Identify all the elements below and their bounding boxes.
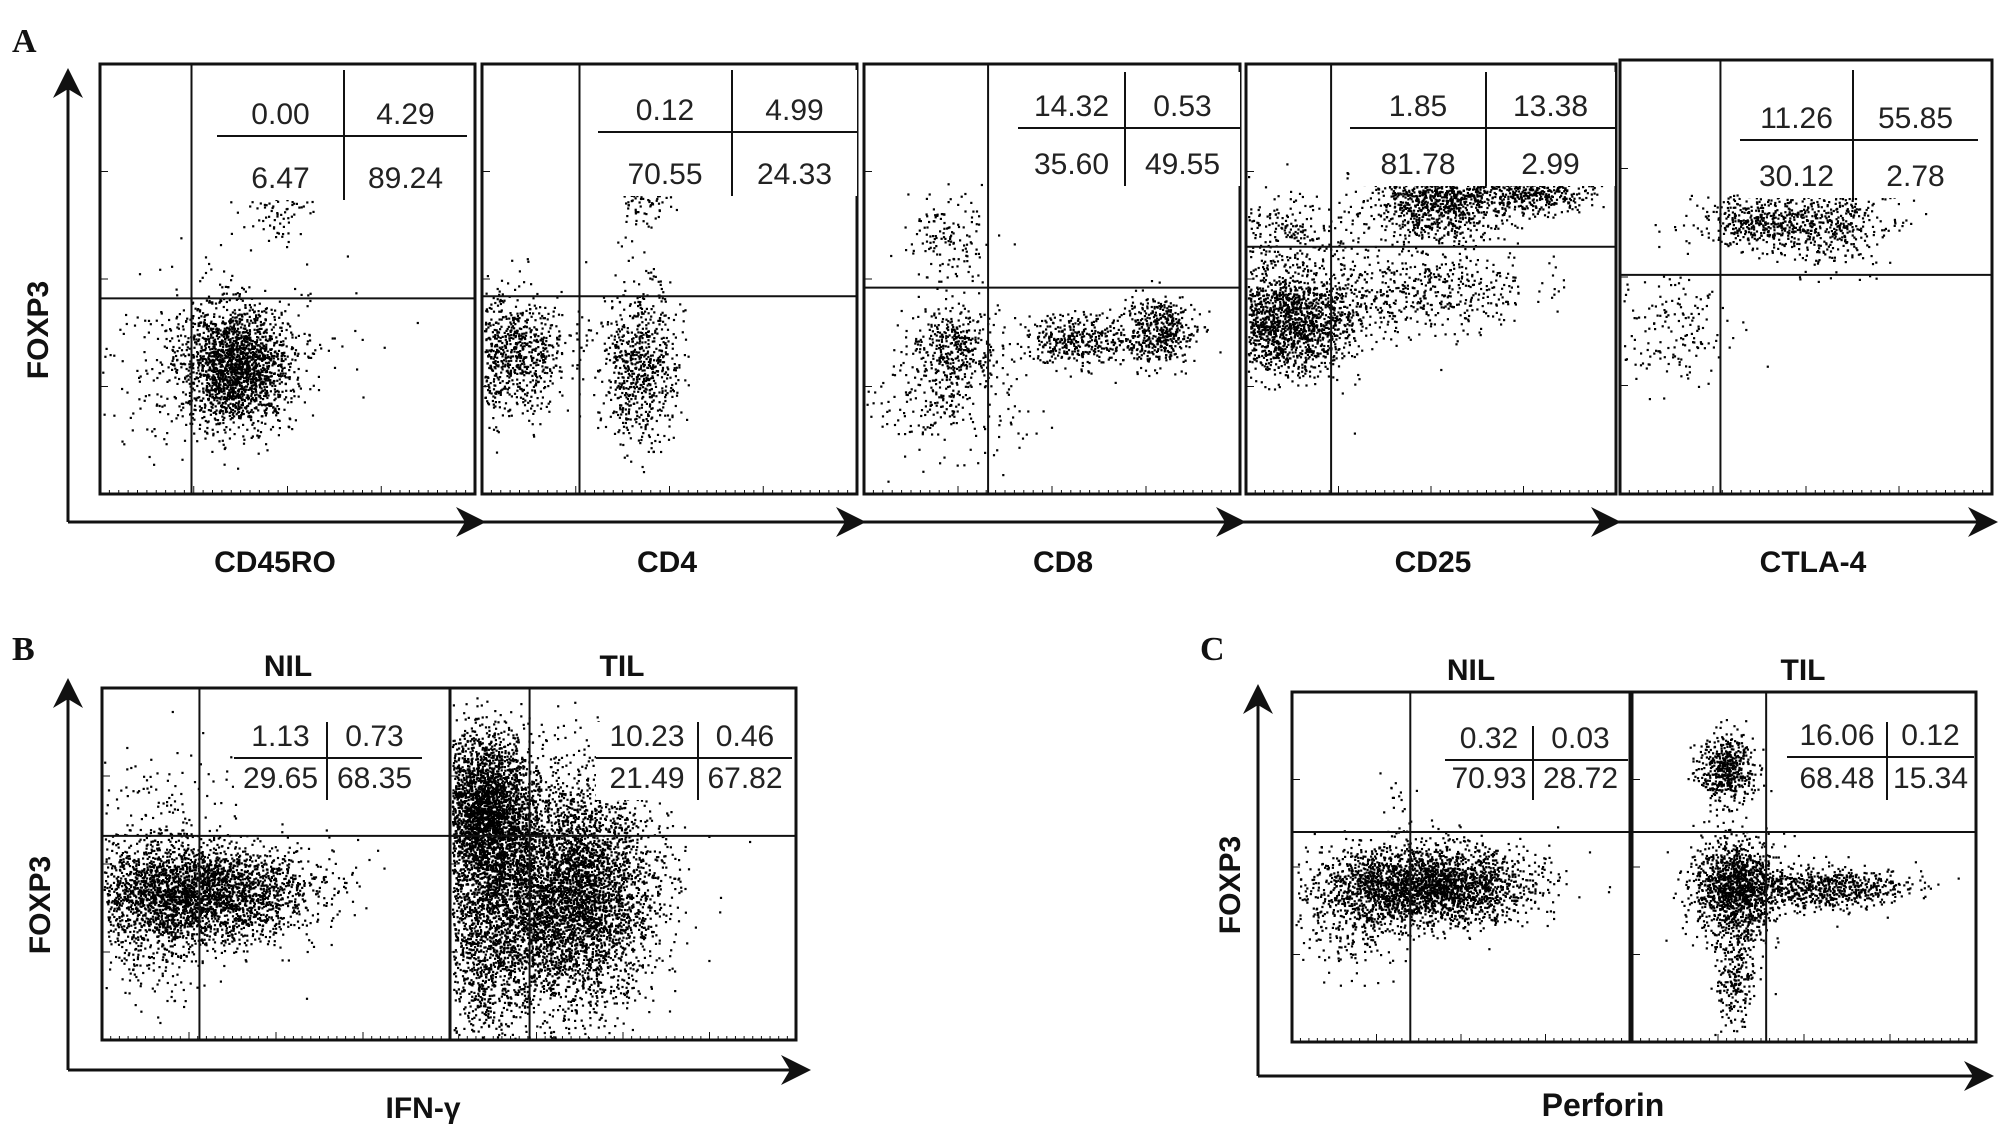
quadrant-value-ul: 16.06 <box>1799 719 1874 752</box>
quadrant-value-lr: 49.55 <box>1145 148 1220 181</box>
quadrant-value-ur: 4.99 <box>765 94 823 127</box>
panel-b-title-til: TIL <box>600 650 645 683</box>
panel-letter-b: B <box>12 631 35 668</box>
plot-8-dots <box>1295 772 1612 987</box>
quadrant-value-ll: 70.93 <box>1451 762 1526 795</box>
quadrant-value-ur: 0.03 <box>1551 722 1609 755</box>
panel-a-xlabel-3: CD8 <box>1033 546 1093 579</box>
panel-c-axes <box>1243 684 1994 1091</box>
panel-c-title-nil: NIL <box>1447 654 1495 687</box>
plot-8-ticks <box>1291 691 1631 1043</box>
plot-4-ticks <box>1245 63 1617 495</box>
quadrant-value-ul: 0.12 <box>636 94 694 127</box>
plot-6-ticks <box>101 687 451 1041</box>
panel-a-axes <box>53 68 1998 537</box>
plot-2-ticks <box>481 63 858 495</box>
quadrant-value-ul: 0.00 <box>251 98 309 131</box>
quadrant-value-ur: 4.29 <box>376 98 434 131</box>
quadrant-value-ul: 1.85 <box>1389 90 1447 123</box>
quadrant-value-ul: 1.13 <box>251 720 309 753</box>
plot-8-quadrant-table: 0.32 0.03 70.93 28.72 <box>1445 722 1628 800</box>
panel-b-axes <box>53 678 811 1085</box>
plot-6-quadrant-table: 1.13 0.73 29.65 68.35 <box>234 720 422 800</box>
plot-3-dots <box>866 183 1222 483</box>
plot-6-dots <box>103 710 386 1025</box>
plot-7: 10.23 0.46 21.49 67.82 <box>448 686 798 1042</box>
quadrant-value-ul: 0.32 <box>1460 722 1518 755</box>
quadrant-value-ll: 21.49 <box>609 762 684 795</box>
quadrant-value-lr: 28.72 <box>1543 762 1618 795</box>
quadrant-value-ur: 0.73 <box>345 720 403 753</box>
plot-5-dots <box>1623 156 1940 401</box>
plot-1-ticks <box>99 63 476 495</box>
quadrant-value-ul: 14.32 <box>1034 90 1109 123</box>
plot-9-ticks <box>1631 691 1977 1043</box>
plot-7-quadrant-table: 10.23 0.46 21.49 67.82 <box>596 720 792 800</box>
plot-5: 11.26 55.85 30.12 2.78 <box>1618 58 1994 496</box>
quadrant-value-ur: 0.53 <box>1153 90 1211 123</box>
plot-2-quadrant-table: 0.12 4.99 70.55 24.33 <box>598 70 857 196</box>
panel-c-ylabel: FOXP3 <box>1214 836 1247 934</box>
plot-5-ticks <box>1619 59 1993 495</box>
panel-a-xlabel-5: CTLA-4 <box>1760 546 1867 579</box>
quadrant-value-ul: 10.23 <box>609 720 684 753</box>
panel-b-title-nil: NIL <box>264 650 312 683</box>
quadrant-value-ur: 55.85 <box>1878 102 1953 135</box>
plot-3-quadrant-table: 14.32 0.53 35.60 49.55 <box>1018 72 1240 186</box>
panel-a-ylabel: FOXP3 <box>22 281 55 379</box>
quadrant-value-ur: 0.46 <box>716 720 774 753</box>
plot-8: 0.32 0.03 70.93 28.72 <box>1290 690 1632 1044</box>
plot-1: 0.00 4.29 6.47 89.24 <box>98 62 477 496</box>
quadrant-value-ll: 35.60 <box>1034 148 1109 181</box>
panel-c-xlabel: Perforin <box>1542 1087 1665 1123</box>
panel-b-ylabel: FOXP3 <box>24 856 57 954</box>
plot-5-quadrant-table: 11.26 55.85 30.12 2.78 <box>1740 70 1978 198</box>
plot-3: 14.32 0.53 35.60 49.55 <box>862 62 1242 496</box>
plots: 0.00 4.29 6.47 89.24 0.12 4.99 70.55 24.33 14.32… <box>98 58 1994 1044</box>
quadrant-value-lr: 2.99 <box>1521 148 1579 181</box>
quadrant-value-lr: 24.33 <box>757 158 832 191</box>
quadrant-value-ll: 70.55 <box>627 158 702 191</box>
plot-9: 16.06 0.12 68.48 15.34 <box>1630 690 1978 1044</box>
quadrant-value-lr: 68.35 <box>337 762 412 795</box>
panel-a-xlabel-2: CD4 <box>637 546 697 579</box>
panel-a-xlabel-1: CD45RO <box>214 546 336 579</box>
quadrant-value-ur: 13.38 <box>1513 90 1588 123</box>
plot-7-dots <box>451 697 752 1040</box>
quadrant-value-lr: 67.82 <box>707 762 782 795</box>
plot-2: 0.12 4.99 70.55 24.33 <box>480 62 859 496</box>
plot-1-dots <box>102 115 419 470</box>
panel-a-xlabel-4: CD25 <box>1395 546 1472 579</box>
quadrant-value-ur: 0.12 <box>1901 719 1959 752</box>
quadrant-value-ll: 6.47 <box>251 162 309 195</box>
quadrant-value-ll: 29.65 <box>243 762 318 795</box>
quadrant-value-ul: 11.26 <box>1760 102 1833 135</box>
quadrant-value-ll: 81.78 <box>1380 148 1455 181</box>
plot-9-dots <box>1665 719 1960 1037</box>
plot-7-ticks <box>449 687 797 1041</box>
panel-letter-c: C <box>1200 631 1225 668</box>
panel-letter-a: A <box>12 23 37 60</box>
plot-4-quadrant-table: 1.85 13.38 81.78 2.99 <box>1350 72 1615 186</box>
quadrant-value-ll: 30.12 <box>1759 160 1834 193</box>
panel-b-xlabel: IFN-γ <box>386 1092 461 1125</box>
quadrant-value-lr: 2.78 <box>1886 160 1944 193</box>
plot-9-quadrant-table: 16.06 0.12 68.48 15.34 <box>1787 719 1974 800</box>
plot-6: 1.13 0.73 29.65 68.35 <box>100 686 452 1042</box>
panel-c-title-til: TIL <box>1781 654 1826 687</box>
quadrant-value-ll: 68.48 <box>1799 762 1874 795</box>
plot-1-quadrant-table: 0.00 4.29 6.47 89.24 <box>217 70 467 200</box>
quadrant-value-lr: 89.24 <box>368 162 443 195</box>
quadrant-value-lr: 15.34 <box>1893 762 1968 795</box>
plot-4: 1.85 13.38 81.78 2.99 <box>1244 62 1618 496</box>
plot-3-ticks <box>863 63 1241 495</box>
